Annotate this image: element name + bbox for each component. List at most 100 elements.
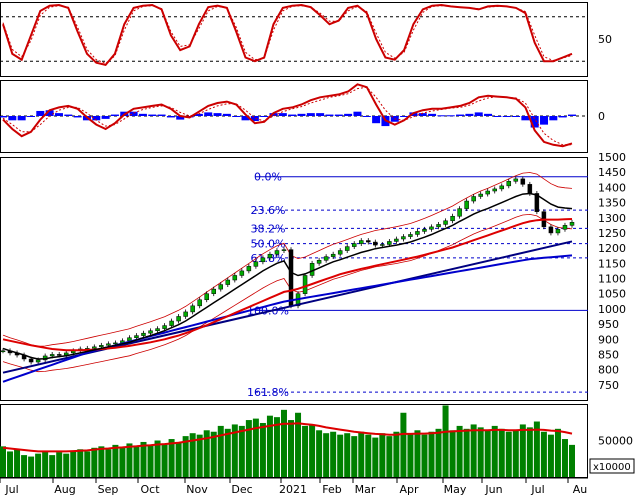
stochastic-frame — [0, 2, 588, 77]
candle-body — [148, 330, 153, 334]
volume-bar — [519, 424, 526, 477]
macd-histogram-bar — [148, 114, 157, 116]
price-tick-label: 800 — [598, 364, 619, 377]
macd-histogram-bar — [344, 113, 353, 116]
volume-bar — [182, 436, 189, 477]
macd-histogram-bar — [568, 114, 576, 116]
candle-body — [204, 293, 209, 301]
volume-bar — [288, 420, 295, 477]
volume-bar — [505, 431, 512, 477]
volume-unit-label: x10000 — [593, 462, 631, 473]
candle-body — [232, 275, 238, 281]
fibonacci-label: 23.6% — [251, 204, 286, 217]
macd-histogram-bar — [288, 114, 297, 116]
candle-body — [548, 226, 554, 234]
volume-bar — [463, 428, 470, 477]
candle-body — [281, 249, 287, 251]
price-frame — [0, 157, 588, 401]
macd-histogram-bar — [428, 113, 437, 116]
volume-bar — [252, 418, 259, 477]
candle-body — [218, 284, 224, 290]
volume-bar — [512, 430, 519, 477]
volume-bar — [161, 443, 168, 477]
candle-body — [99, 345, 104, 348]
candle-body — [169, 320, 174, 326]
volume-bar — [21, 455, 28, 477]
macd-histogram-bar — [17, 116, 26, 121]
macd-histogram-bar — [316, 113, 325, 116]
candle-body — [569, 222, 575, 226]
volume-bar — [140, 441, 147, 477]
macd-panel: 0 — [0, 80, 605, 153]
macd-tick-label: 0 — [598, 110, 605, 123]
macd-line — [2, 86, 572, 146]
x-tick-label: May — [444, 483, 467, 496]
candle-body — [49, 354, 55, 357]
candle-body — [141, 332, 146, 336]
volume-bar — [456, 425, 463, 477]
macd-histogram-bar — [110, 114, 119, 116]
volume-bar — [344, 433, 351, 477]
price-tick-label: 1450 — [598, 166, 626, 179]
price-tick-label: 1200 — [598, 242, 626, 255]
volume-bar — [323, 433, 330, 477]
macd-histogram-bar — [540, 116, 549, 125]
volume-bar — [63, 453, 70, 477]
macd-histogram-bar — [157, 114, 166, 116]
volume-bar — [224, 428, 231, 477]
candle-body — [337, 250, 343, 255]
macd-histogram-bar — [278, 113, 287, 116]
candle-body — [239, 270, 245, 276]
macd-histogram-bar — [446, 115, 455, 117]
volume-bar — [14, 449, 21, 477]
volume-bar — [400, 412, 407, 477]
candle-body — [562, 225, 568, 230]
candle-body — [499, 185, 505, 190]
candle-body — [344, 246, 350, 251]
macd-histogram-bar — [260, 116, 269, 117]
macd-histogram-bar — [8, 116, 17, 121]
volume-bar — [259, 422, 266, 477]
volume-tick-label: 50000 — [598, 435, 633, 448]
volume-panel: 50000 x10000 — [0, 404, 635, 478]
volume-bar — [35, 453, 42, 477]
x-tick-label: Jun — [484, 483, 502, 496]
macd-histogram-bar — [73, 116, 82, 118]
volume-bar — [365, 434, 372, 477]
candle-body — [211, 288, 216, 294]
candle-body — [176, 316, 181, 322]
macd-histogram-bar — [372, 116, 381, 124]
macd-histogram-bar — [493, 116, 502, 117]
volume-bar — [84, 451, 91, 477]
x-tick-label: Sep — [98, 483, 119, 496]
macd-histogram-bar — [418, 113, 427, 116]
volume-bar — [470, 424, 477, 477]
price-tick-label: 850 — [598, 348, 619, 361]
macd-histogram-bar — [232, 116, 241, 117]
candle-body — [464, 200, 469, 209]
candle-body — [28, 358, 34, 363]
candle-body — [190, 305, 195, 313]
candle-body — [443, 220, 448, 225]
macd-histogram-bar — [92, 116, 101, 121]
volume-unit-box — [589, 458, 635, 474]
macd-histogram-bar — [362, 116, 371, 117]
candle-body — [527, 184, 533, 194]
price-tick-label: 1250 — [598, 227, 626, 240]
volume-bar — [393, 431, 400, 477]
volume-bar — [498, 428, 505, 477]
volume-bar — [42, 450, 49, 477]
x-tick-label: Nov — [186, 483, 208, 496]
volume-bar — [189, 433, 196, 477]
volume-bar — [203, 430, 210, 477]
volume-bar — [49, 455, 56, 477]
price-tick-label: 1500 — [598, 151, 626, 164]
volume-bar — [196, 434, 203, 477]
macd-histogram-bar — [437, 115, 446, 117]
price-tick-label: 1050 — [598, 288, 626, 301]
candle-body — [485, 190, 490, 195]
macd-histogram-bar — [269, 113, 278, 116]
volume-bar — [554, 428, 561, 477]
volume-bar — [98, 446, 105, 477]
